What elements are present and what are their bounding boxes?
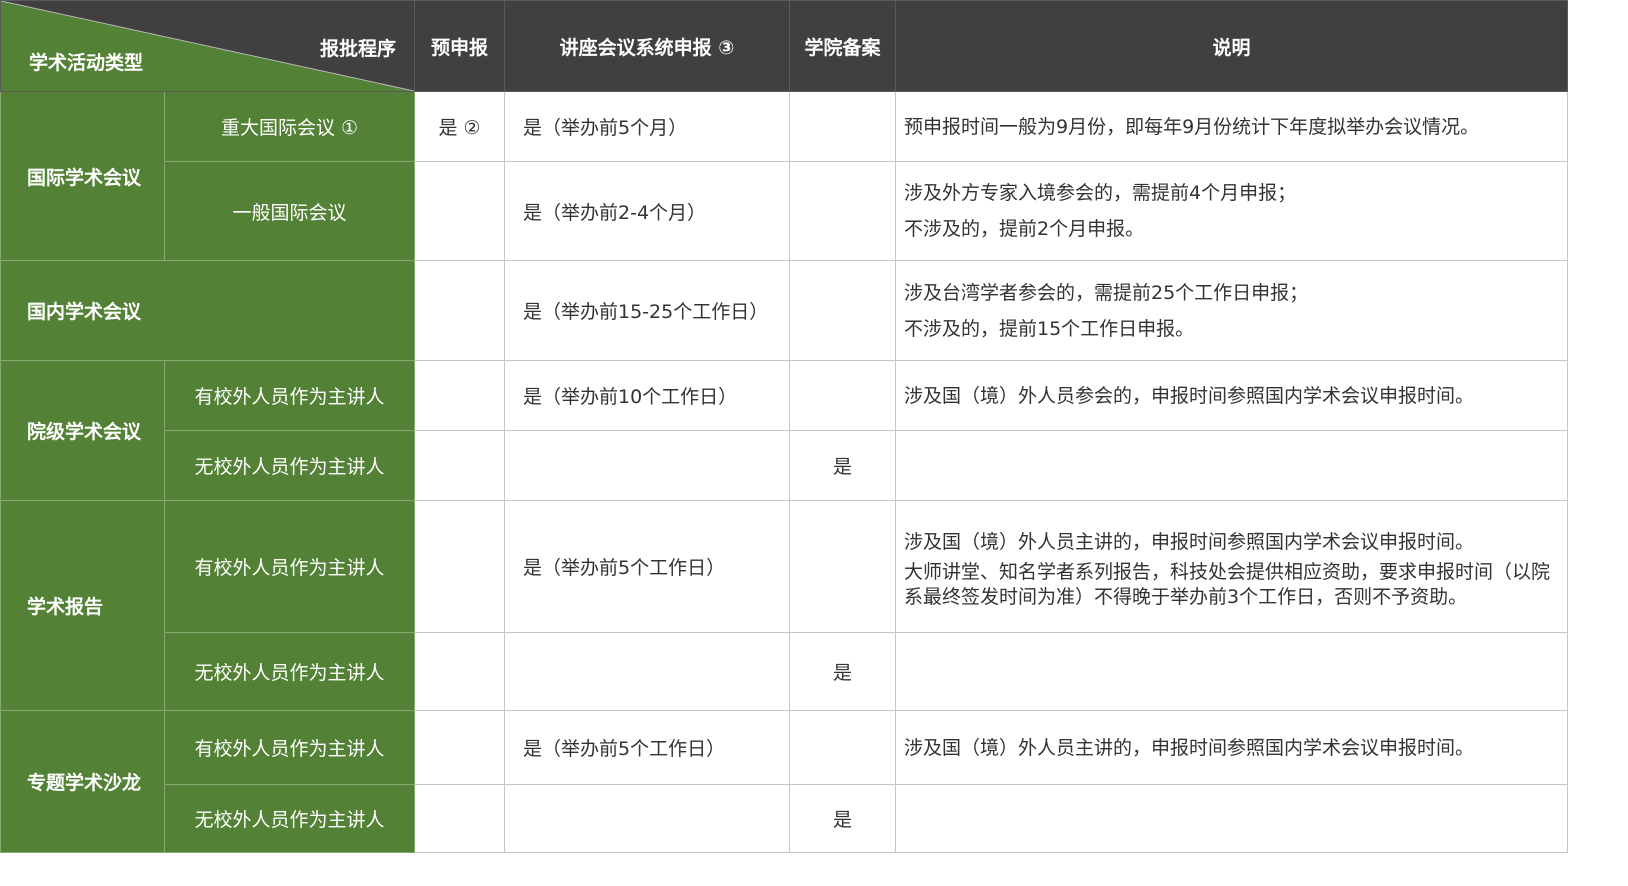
header-row: 报批程序 学术活动类型 预申报 讲座会议系统申报 ③ 学院备案 说明 [0,0,1568,92]
note-cell: 涉及国（境）外人员参会的，申报时间参照国内学术会议申报时间。 [895,360,1568,431]
system-apply-cell: 是（举办前5个月） [504,91,790,162]
table-row: 学术报告 有校外人员作为主讲人 是（举办前5个工作日） 涉及国（境）外人员主讲的… [0,500,1568,711]
table-row: 无校外人员作为主讲人 是 [1,430,1568,501]
system-apply-cell: 是（举办前5个工作日） [504,500,790,633]
table-row: 专题学术沙龙 有校外人员作为主讲人 是（举办前5个工作日） 涉及国（境）外人员主… [0,710,1568,853]
table-row: 国内学术会议 是（举办前15-25个工作日） 涉及台湾学者参会的，需提前25个工… [0,260,1568,361]
table-row: 无校外人员作为主讲人 是 [1,632,1568,711]
note-cell: 涉及国（境）外人员主讲的，申报时间参照国内学术会议申报时间。 大师讲堂、知名学者系… [895,500,1568,633]
header-note: 说明 [895,0,1568,92]
subcategory-cell: 有校外人员作为主讲人 [164,360,415,431]
diagonal-header-cell: 报批程序 学术活动类型 [0,0,415,92]
pre-apply-cell: 是 ② [414,91,505,162]
note-cell: 涉及外方专家入境参会的，需提前4个月申报； 不涉及的，提前2个月申报。 [895,161,1568,261]
college-record-cell: 是 [789,784,896,853]
college-record-cell [789,91,896,162]
note-cell: 预申报时间一般为9月份，即每年9月份统计下年度拟举办会议情况。 [895,91,1568,162]
table-row: 无校外人员作为主讲人 是 [1,784,1568,853]
system-apply-cell: 是（举办前10个工作日） [504,360,790,431]
note-cell: 涉及台湾学者参会的，需提前25个工作日申报； 不涉及的，提前15个工作日申报。 [895,260,1568,361]
category-cell: 学术报告 [0,500,165,711]
category-cell: 专题学术沙龙 [0,710,165,853]
subcategory-cell: 重大国际会议 ① [164,91,415,162]
table-row: 一般国际会议 是（举办前2-4个月） 涉及外方专家入境参会的，需提前4个月申报；… [1,161,1568,261]
header-system-apply: 讲座会议系统申报 ③ [504,0,790,92]
subcategory-cell: 无校外人员作为主讲人 [164,784,415,853]
category-cell: 国内学术会议 [0,260,415,361]
subcategory-cell: 无校外人员作为主讲人 [164,632,415,711]
header-procedure: 报批程序 [319,38,396,60]
academic-activity-table: 报批程序 学术活动类型 预申报 讲座会议系统申报 ③ 学院备案 说明 国际学术会… [0,0,1568,853]
table-row: 国际学术会议 重大国际会议 ① 是 ② 是（举办前5个月） 预申报时间一般为9月… [0,91,1568,261]
category-cell: 院级学术会议 [0,360,165,501]
subcategory-cell: 有校外人员作为主讲人 [164,710,415,785]
header-pre-apply: 预申报 [414,0,505,92]
note-cell: 涉及国（境）外人员主讲的，申报时间参照国内学术会议申报时间。 [895,710,1568,785]
subcategory-cell: 一般国际会议 [164,161,415,261]
college-record-cell: 是 [789,430,896,501]
header-activity-type: 学术活动类型 [29,52,144,74]
system-apply-cell: 是（举办前5个工作日） [504,710,790,785]
category-cell: 国际学术会议 [0,91,165,261]
subcategory-cell: 无校外人员作为主讲人 [164,430,415,501]
table-row: 院级学术会议 有校外人员作为主讲人 是（举办前10个工作日） 涉及国（境）外人员… [0,360,1568,501]
subcategory-cell: 有校外人员作为主讲人 [164,500,415,633]
system-apply-cell: 是（举办前2-4个月） [504,161,790,261]
system-apply-cell: 是（举办前15-25个工作日） [504,260,790,361]
college-record-cell: 是 [789,632,896,711]
header-college-record: 学院备案 [789,0,896,92]
